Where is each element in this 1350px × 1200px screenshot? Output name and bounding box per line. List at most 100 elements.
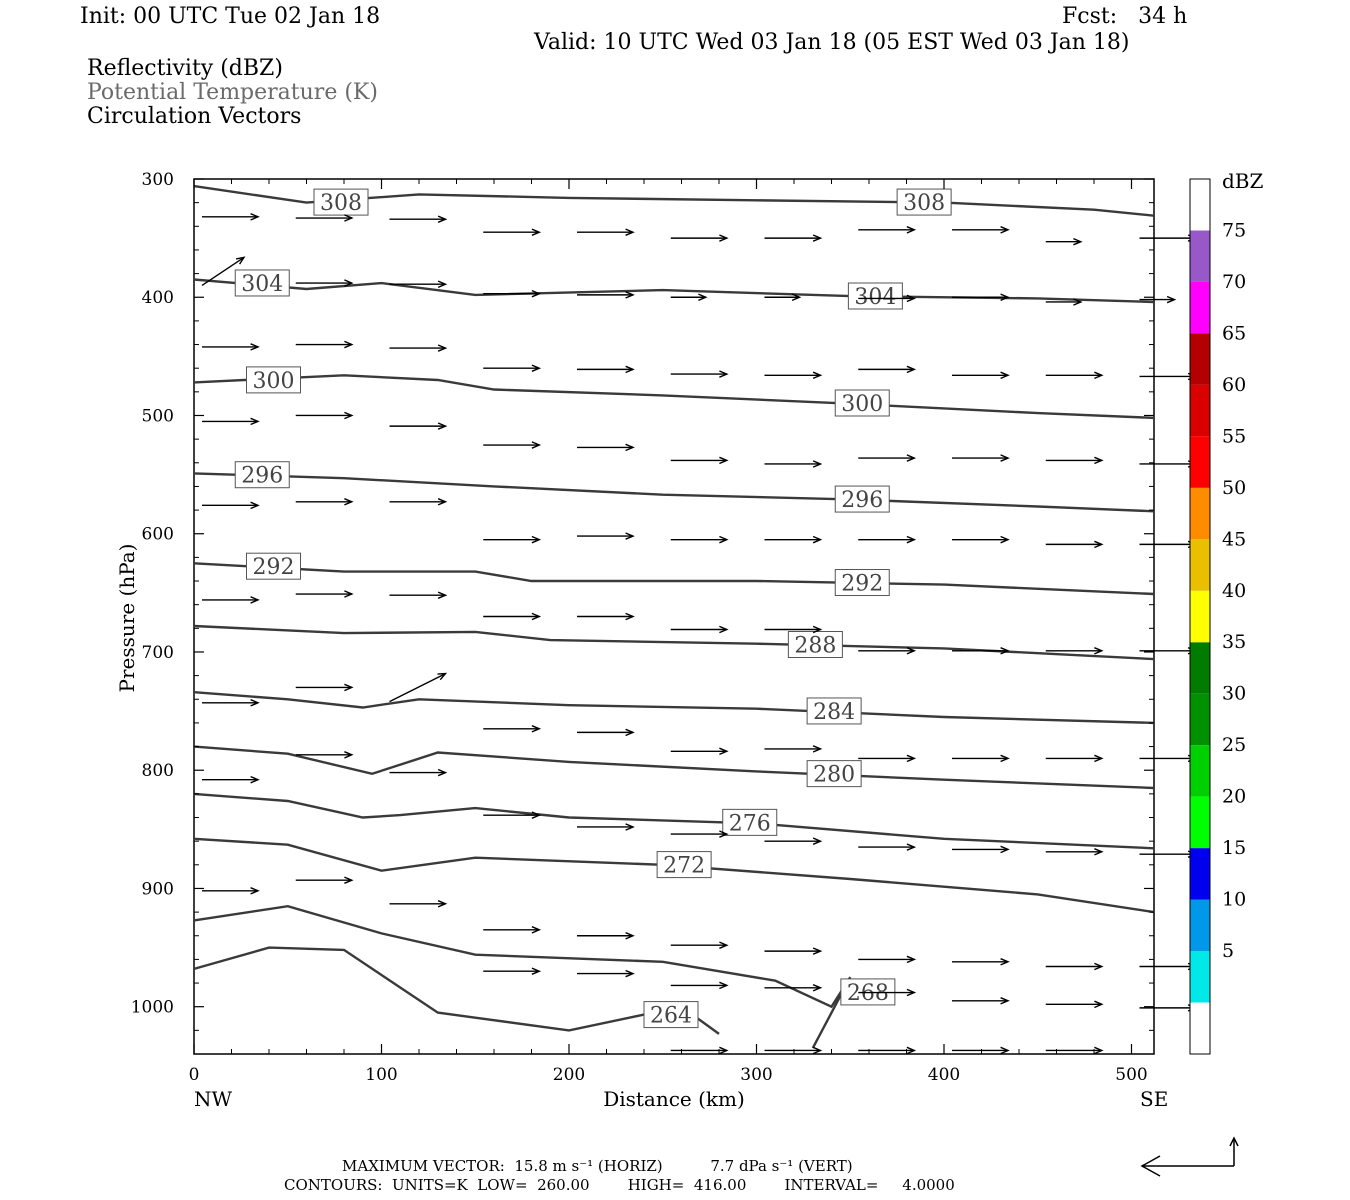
vector-head — [812, 460, 823, 468]
circulation-vector — [1045, 754, 1104, 763]
circulation-vector — [483, 725, 542, 733]
circulation-vector — [858, 647, 917, 655]
vector-head — [531, 725, 542, 733]
vector-head — [719, 830, 729, 838]
colorbar-swatch — [1190, 796, 1210, 849]
vector-head — [1000, 997, 1010, 1005]
circulation-vector — [577, 969, 635, 978]
vector-head — [625, 365, 635, 374]
colorbar-label: 5 — [1222, 940, 1234, 962]
colorbar-label: 50 — [1222, 477, 1246, 499]
isentrope-284 — [193, 691, 1155, 725]
circulation-vector — [202, 775, 260, 784]
circulation-vector — [858, 988, 917, 997]
vector-head — [1000, 535, 1010, 544]
vector-head — [344, 590, 354, 598]
vector-head — [625, 728, 635, 737]
vector-head — [719, 535, 729, 544]
vector-head — [812, 625, 823, 634]
isentrope-label: 308 — [320, 191, 362, 216]
circulation-vector — [1045, 848, 1104, 856]
se-end-label: SE — [1140, 1087, 1168, 1111]
vector-head — [791, 293, 802, 302]
circulation-vector — [1139, 295, 1177, 304]
vector-head — [437, 344, 448, 352]
circulation-vector — [1045, 298, 1083, 306]
isentrope-label: 296 — [241, 464, 283, 489]
vector-head — [1094, 848, 1104, 856]
vector-head — [1094, 540, 1104, 549]
y-axis-title: Pressure (hPa) — [115, 544, 139, 693]
isentrope-label-box — [656, 851, 712, 879]
vector-head — [719, 625, 729, 634]
vector-head — [437, 900, 448, 908]
circulation-vector — [577, 728, 635, 737]
vector-head — [1094, 1046, 1104, 1055]
circulation-vector — [858, 454, 917, 462]
isentrope-label-box — [722, 808, 778, 836]
vector-head — [250, 417, 260, 426]
colorbar-swatch — [1190, 693, 1210, 746]
vector-head — [531, 441, 542, 449]
circulation-vector — [483, 228, 542, 236]
circulation-vector — [670, 234, 729, 242]
vector-head — [1000, 371, 1010, 380]
colorbar-swatch — [1190, 590, 1210, 643]
colorbar-swatch — [1190, 281, 1210, 334]
vector-head — [344, 498, 354, 506]
circulation-vector — [764, 947, 823, 955]
vector-head — [1000, 454, 1010, 462]
colorbar-swatch — [1190, 539, 1210, 591]
circulation-vector — [1139, 372, 1198, 381]
circulation-vector — [389, 215, 448, 223]
vector-head — [1073, 237, 1083, 246]
circulation-vector — [577, 823, 635, 831]
circulation-vector — [1045, 647, 1104, 655]
circulation-vector — [389, 900, 448, 908]
vector-head — [531, 926, 542, 934]
vector-head — [531, 535, 542, 544]
circulation-vector — [483, 535, 542, 544]
colorbar-swatch — [1190, 230, 1210, 282]
circulation-vector — [764, 535, 823, 544]
vector-head — [1000, 647, 1010, 655]
vector-head — [344, 214, 354, 222]
isentrope-label: 284 — [813, 700, 855, 725]
isentrope-label-box — [896, 188, 952, 216]
circulation-vector — [483, 441, 542, 449]
isentrope-label: 288 — [794, 634, 836, 659]
circulation-vector — [295, 279, 354, 287]
vector-head — [719, 747, 729, 756]
vector-head — [812, 234, 823, 242]
x-tick-label: 0 — [189, 1065, 200, 1085]
circulation-vector — [202, 887, 260, 895]
vector-head — [812, 745, 823, 753]
isentrope-label-box — [787, 631, 843, 658]
circulation-vector — [1045, 962, 1104, 971]
circulation-vector — [764, 460, 823, 468]
isentrope-300 — [193, 374, 1155, 420]
vector-head — [344, 876, 354, 884]
circulation-vector — [577, 532, 635, 540]
vector-head — [719, 370, 729, 378]
isentrope-label: 264 — [650, 1004, 692, 1029]
y-tick-label: 300 — [142, 170, 174, 190]
isentrope-292 — [193, 562, 1155, 596]
vector-head — [625, 532, 635, 540]
circulation-vector — [483, 612, 542, 621]
circulation-vector — [858, 294, 917, 303]
vector-head — [437, 280, 448, 289]
vector-head — [235, 256, 246, 265]
circulation-vector — [295, 876, 354, 884]
colorbar-label: 30 — [1222, 683, 1246, 705]
circulation-vector — [295, 340, 354, 349]
circulation-vector — [202, 596, 260, 604]
colorbar-label: 60 — [1222, 374, 1246, 396]
isentrope-label-box — [834, 389, 890, 417]
vector-head — [625, 969, 635, 978]
vector-head — [531, 364, 542, 372]
colorbar-label: 35 — [1222, 631, 1246, 653]
y-tick-label: 900 — [142, 879, 174, 899]
circulation-vector — [670, 535, 729, 544]
isentrope-label-box — [847, 282, 903, 310]
